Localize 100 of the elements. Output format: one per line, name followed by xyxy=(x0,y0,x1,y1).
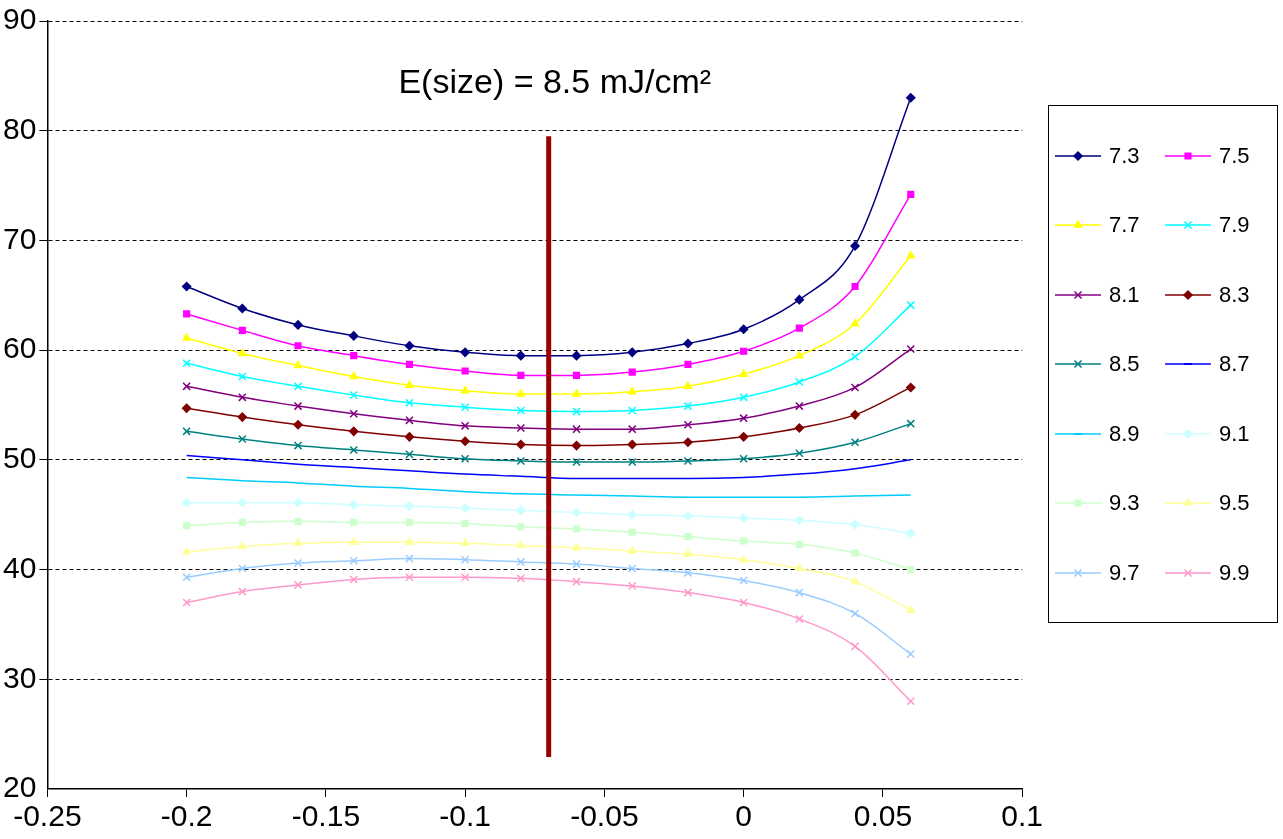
point xyxy=(572,542,581,551)
point xyxy=(349,390,359,400)
point xyxy=(348,426,359,437)
point xyxy=(683,338,693,349)
point xyxy=(907,565,915,574)
point xyxy=(627,581,637,591)
y-tick-label: 30 xyxy=(2,660,37,694)
legend-label: 9.3 xyxy=(1109,490,1140,516)
legend-label: 7.3 xyxy=(1109,142,1140,169)
point xyxy=(739,454,748,464)
point xyxy=(850,642,860,651)
point xyxy=(238,518,246,526)
point xyxy=(460,347,470,358)
point xyxy=(349,537,358,545)
point xyxy=(683,588,693,597)
point xyxy=(405,398,414,408)
point xyxy=(293,538,303,546)
legend-label: 9.5 xyxy=(1219,490,1250,516)
point xyxy=(293,497,303,508)
point xyxy=(516,505,526,516)
point xyxy=(571,507,582,518)
point xyxy=(182,382,191,391)
point xyxy=(794,423,805,433)
point xyxy=(740,347,748,355)
point xyxy=(405,360,414,368)
point xyxy=(906,300,916,310)
point xyxy=(460,436,470,446)
point xyxy=(182,333,191,341)
legend-label: 7.7 xyxy=(1109,212,1140,238)
point xyxy=(460,555,470,564)
point xyxy=(572,407,581,416)
point xyxy=(349,409,359,419)
point xyxy=(349,445,359,455)
point xyxy=(850,438,860,447)
point xyxy=(348,331,359,341)
point xyxy=(461,367,469,375)
point xyxy=(460,385,470,394)
point xyxy=(516,350,526,361)
point xyxy=(683,401,693,411)
point xyxy=(850,352,860,362)
point xyxy=(851,282,859,291)
point xyxy=(348,500,359,510)
point xyxy=(907,190,915,198)
point xyxy=(906,605,915,613)
point xyxy=(237,412,248,422)
point xyxy=(627,564,637,573)
y-tick-label: 60 xyxy=(2,331,37,365)
point xyxy=(683,381,693,390)
point xyxy=(405,537,414,545)
point xyxy=(683,456,693,466)
point xyxy=(628,387,637,395)
x-tick-label: -0.05 xyxy=(570,799,639,833)
point xyxy=(572,371,581,379)
point xyxy=(237,303,248,314)
point xyxy=(517,523,525,531)
legend-label: 7.9 xyxy=(1219,212,1250,238)
point xyxy=(405,572,414,582)
point xyxy=(628,546,637,554)
point xyxy=(851,549,859,557)
point xyxy=(349,371,358,380)
point xyxy=(739,393,748,402)
point xyxy=(683,511,693,521)
point xyxy=(404,432,415,442)
point xyxy=(182,547,191,555)
point xyxy=(349,556,359,566)
point xyxy=(293,420,303,430)
point xyxy=(795,350,804,359)
point xyxy=(627,439,637,450)
point xyxy=(516,456,526,466)
line-series xyxy=(185,454,912,480)
point xyxy=(794,294,805,305)
point xyxy=(516,389,526,397)
point xyxy=(237,497,248,508)
point xyxy=(181,281,192,292)
point xyxy=(739,413,748,423)
point xyxy=(906,696,916,706)
x-tick-label: 0.05 xyxy=(853,799,913,833)
point xyxy=(182,359,191,368)
point xyxy=(795,588,804,597)
point xyxy=(293,320,303,330)
point xyxy=(182,598,191,607)
point xyxy=(182,572,191,582)
legend-label: 7.5 xyxy=(1219,142,1250,169)
point xyxy=(293,401,303,411)
point xyxy=(906,344,916,354)
point xyxy=(683,420,693,430)
point xyxy=(684,533,692,541)
point xyxy=(183,310,191,318)
point xyxy=(293,382,303,391)
point xyxy=(906,528,916,539)
point xyxy=(794,515,805,525)
point xyxy=(460,402,470,412)
point xyxy=(516,557,526,567)
point xyxy=(740,537,748,545)
point xyxy=(571,440,582,451)
legend-label: 9.9 xyxy=(1219,559,1250,586)
point xyxy=(739,598,748,607)
point xyxy=(627,406,637,415)
point xyxy=(795,377,804,387)
point xyxy=(738,432,749,442)
